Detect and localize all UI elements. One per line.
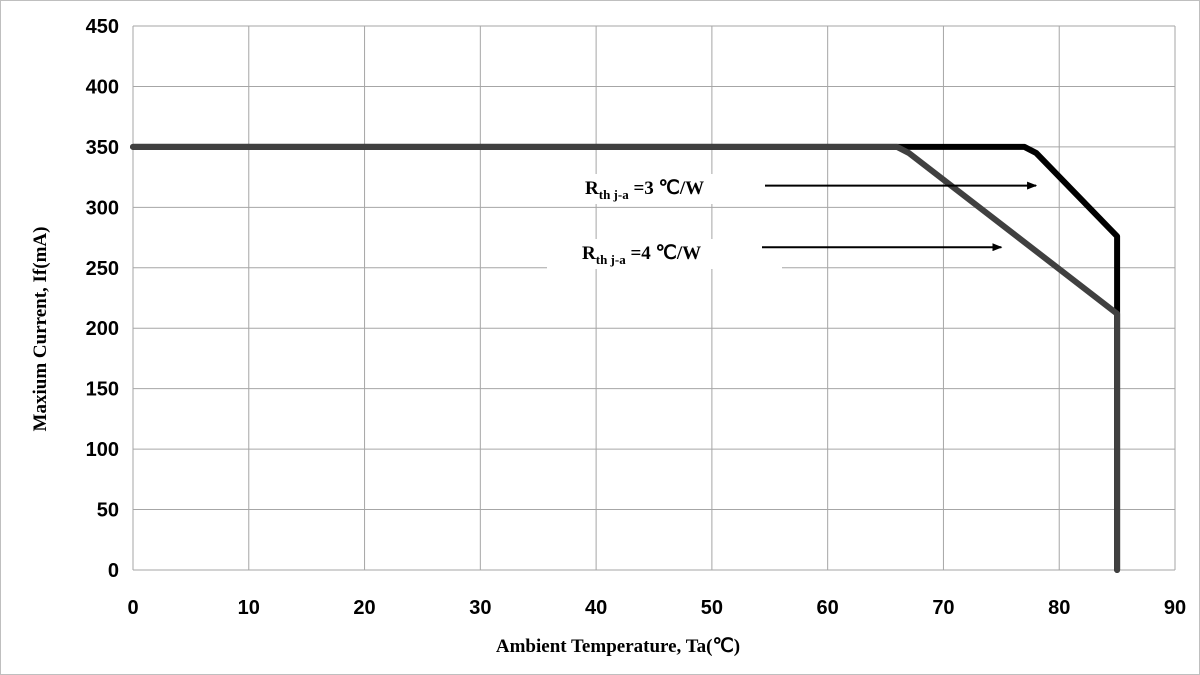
x-tick-label: 60 [817, 597, 839, 619]
series-line-2 [130, 143, 1121, 573]
y-tick-label: 350 [86, 137, 119, 159]
x-tick-label: 10 [238, 597, 260, 619]
y-tick-label: 200 [86, 318, 119, 340]
annotation-label-2: Rth j-a =4 ℃/W [582, 243, 701, 267]
y-tick-label: 50 [97, 500, 119, 522]
annotation-background [547, 239, 782, 269]
y-tick-label: 250 [86, 258, 119, 280]
y-tick-label: 400 [86, 76, 119, 98]
annotation-background [550, 174, 785, 204]
x-tick-label: 70 [932, 597, 954, 619]
y-axis-title: Maxium Current, If(mA) [30, 227, 51, 432]
annotations: Rth j-a =3 ℃/W Rth j-a =4 ℃/W [547, 174, 1038, 269]
x-tick-label: 40 [585, 597, 607, 619]
y-tick-label: 100 [86, 439, 119, 461]
x-tick-label: 50 [701, 597, 723, 619]
x-tick-label: 30 [469, 597, 491, 619]
y-tick-label: 0 [108, 560, 119, 582]
annotation-label-1: Rth j-a =3 ℃/W [585, 178, 704, 202]
x-tick-label: 0 [127, 597, 138, 619]
x-axis-title: Ambient Temperature, Ta(℃) [496, 636, 740, 657]
y-tick-label: 150 [86, 379, 119, 401]
series-lines [130, 143, 1121, 573]
x-tick-label: 90 [1164, 597, 1186, 619]
x-tick-label: 80 [1048, 597, 1070, 619]
y-tick-label: 300 [86, 197, 119, 219]
tick-labels: 0 10 20 30 40 50 60 70 80 90 0 50 100 150 200 250 300 350… [86, 16, 1187, 619]
y-tick-label: 450 [86, 16, 119, 38]
x-tick-label: 20 [353, 597, 375, 619]
